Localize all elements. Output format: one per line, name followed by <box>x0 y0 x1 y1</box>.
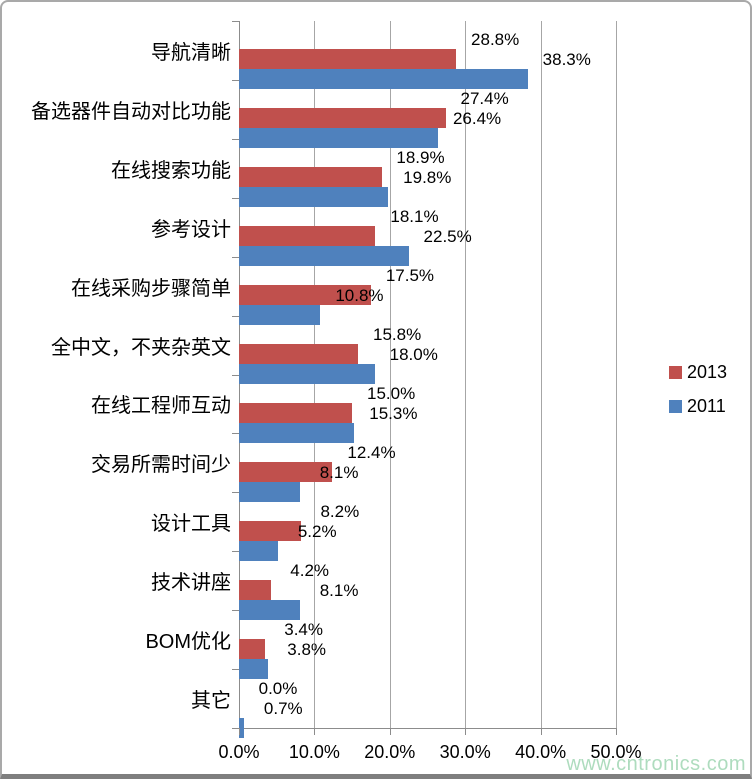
gridline-20pct <box>389 21 391 728</box>
legend-swatch-2013 <box>669 366 682 379</box>
bar-2011 <box>239 658 268 679</box>
data-label-2011: 26.4% <box>452 109 502 129</box>
data-label-2013: 12.4% <box>347 442 396 462</box>
data-label-2011: 8.1% <box>319 462 359 482</box>
y-axis-tick <box>232 610 239 612</box>
x-tick-label: 30.0% <box>439 742 491 762</box>
y-axis-tick <box>232 492 239 494</box>
data-label-2013: 17.5% <box>385 266 435 286</box>
data-label-2013: 18.9% <box>396 148 445 168</box>
y-axis-tick <box>232 728 239 729</box>
bar-2013 <box>239 461 333 482</box>
data-label-2011: 18.0% <box>389 345 438 365</box>
x-tick-label: 10.0% <box>288 742 340 762</box>
y-axis-tick <box>232 256 239 258</box>
data-label-2011: 19.8% <box>403 168 452 188</box>
bar-2013 <box>239 167 382 188</box>
data-label-2013: 15.0% <box>366 383 416 403</box>
legend-label-2011: 2011 <box>687 396 726 416</box>
bar-2011 <box>239 422 355 443</box>
category-label: 在线采购步骤简单 <box>71 277 231 300</box>
bar-2013 <box>239 108 446 129</box>
bar-2013 <box>239 226 376 247</box>
y-axis-tick <box>232 138 239 140</box>
x-tick-label: 40.0% <box>515 742 567 762</box>
plot-area <box>239 21 617 738</box>
data-label-2013: 4.2% <box>290 560 330 580</box>
bar-2013 <box>239 520 301 541</box>
y-axis-tick <box>232 79 239 81</box>
gridline-50pct <box>616 21 617 728</box>
data-label-2011: 3.8% <box>287 639 327 659</box>
bar-2011 <box>239 599 301 620</box>
x-axis-tick <box>314 728 316 735</box>
data-label-2011: 0.7% <box>263 698 303 718</box>
x-axis-tick <box>239 728 240 735</box>
legend-swatch-2011 <box>669 400 682 413</box>
bar-2011 <box>239 717 245 738</box>
bar-2013 <box>239 402 353 423</box>
bar-2011 <box>239 305 321 326</box>
data-label-2011: 15.3% <box>369 403 418 423</box>
data-label-2013: 18.1% <box>390 207 439 227</box>
category-label: 在线工程师互动 <box>91 395 231 418</box>
legend-item-2011: 2011 <box>669 396 727 417</box>
legend-item-2013: 2013 <box>669 362 727 383</box>
y-axis-tick <box>232 21 239 22</box>
data-label-2013: 28.8% <box>471 30 520 50</box>
gridline-40pct <box>540 21 542 728</box>
x-axis-line <box>239 728 616 729</box>
legend-label-2013: 2013 <box>687 362 728 382</box>
y-axis-tick <box>232 315 239 317</box>
bar-2013 <box>239 638 265 659</box>
y-axis-tick <box>232 197 239 199</box>
legend: 2013 2011 <box>669 362 727 417</box>
x-axis-tick <box>540 728 542 735</box>
category-label: BOM优化 <box>145 631 231 654</box>
data-label-2011: 22.5% <box>423 227 472 247</box>
bar-2011 <box>239 540 279 561</box>
x-axis-tick <box>465 728 467 735</box>
watermark: www.cntronics.com <box>566 753 746 775</box>
bar-2013 <box>239 579 271 600</box>
y-axis-tick <box>232 433 239 435</box>
category-label: 全中文，不夹杂英文 <box>51 336 231 359</box>
data-label-2013: 8.2% <box>320 501 360 521</box>
bar-2011 <box>239 69 528 90</box>
data-label-2011: 38.3% <box>542 50 591 70</box>
data-label-2011: 8.1% <box>319 580 359 600</box>
category-label: 参考设计 <box>151 218 231 241</box>
data-label-2011: 5.2% <box>297 521 337 541</box>
bar-2011 <box>239 246 409 267</box>
bar-2011 <box>239 128 439 149</box>
category-label: 其它 <box>191 690 231 713</box>
category-label: 备选器件自动对比功能 <box>31 100 231 123</box>
y-axis-tick <box>232 669 239 671</box>
y-axis-tick <box>232 374 239 376</box>
category-label: 交易所需时间少 <box>91 454 231 477</box>
category-label: 导航清晰 <box>151 41 231 64</box>
category-label: 设计工具 <box>151 513 231 536</box>
x-tick-label: 20.0% <box>364 742 416 762</box>
bar-2011 <box>239 481 301 502</box>
bar-2011 <box>239 364 375 385</box>
category-label: 技术讲座 <box>151 572 231 595</box>
gridline-30pct <box>465 21 467 728</box>
data-label-2013: 15.8% <box>373 325 422 345</box>
y-axis-tick <box>232 551 239 553</box>
data-label-2011: 10.8% <box>335 286 384 306</box>
x-axis-tick <box>389 728 391 735</box>
x-tick-label: 0.0% <box>218 742 260 762</box>
x-tick-label: 50.0% <box>590 742 642 762</box>
data-label-2013: 27.4% <box>460 89 509 109</box>
x-axis-tick <box>616 728 617 735</box>
bar-2013 <box>239 285 371 306</box>
data-label-2013: 3.4% <box>284 619 323 639</box>
category-label: 在线搜索功能 <box>111 159 231 182</box>
bar-2013 <box>239 49 457 70</box>
data-label-2013: 0.0% <box>258 678 298 698</box>
bar-2011 <box>239 187 389 208</box>
bar-2013 <box>239 344 359 365</box>
